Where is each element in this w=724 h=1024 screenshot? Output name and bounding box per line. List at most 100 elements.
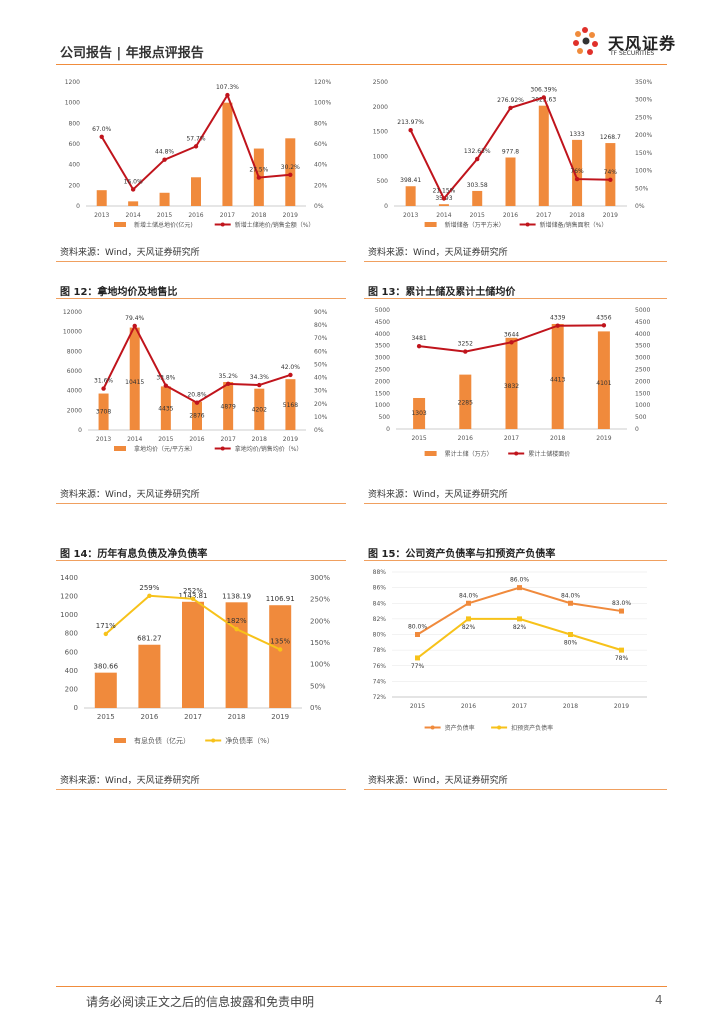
y-right-tick-label: 0 bbox=[635, 426, 639, 433]
y-left-tick-label: 200 bbox=[65, 685, 78, 693]
line-series-marker bbox=[162, 157, 167, 162]
line-series-data-label: 16.0% bbox=[124, 178, 143, 185]
series-asset-marker bbox=[517, 585, 522, 591]
line-series-marker bbox=[101, 386, 106, 391]
line-series-data-label: 27.5% bbox=[249, 167, 268, 174]
bar-data-label: 1106.91 bbox=[266, 595, 295, 603]
caption-divider bbox=[364, 560, 667, 561]
legend-marker bbox=[211, 738, 216, 743]
x-tick-label: 2018 bbox=[252, 436, 267, 443]
line-series-data-label: 34.3% bbox=[250, 374, 269, 381]
y-right-tick-label: 0% bbox=[310, 704, 321, 712]
line-series-marker bbox=[288, 372, 293, 378]
y-left-tick-label: 4000 bbox=[375, 331, 390, 338]
y-left-tick-label: 2500 bbox=[373, 79, 388, 86]
line-series-marker bbox=[408, 127, 413, 133]
line-series-data-label: 44.8% bbox=[155, 149, 174, 156]
logo-cn-text: 天风证券 bbox=[608, 34, 677, 53]
y-right-tick-label: 60% bbox=[314, 141, 328, 148]
y-left-tick-label: 2000 bbox=[67, 407, 82, 414]
y-left-tick-label: 5000 bbox=[375, 307, 390, 314]
figure-caption-12: 图 12：拿地均价及地售比 bbox=[60, 287, 178, 298]
y-right-tick-label: 4500 bbox=[635, 319, 650, 326]
line-series-marker bbox=[608, 177, 613, 182]
legend-label: 扣预资产负债率 bbox=[511, 724, 553, 732]
bar bbox=[191, 177, 201, 206]
line-series-marker bbox=[257, 382, 262, 388]
line-series-marker bbox=[278, 647, 283, 652]
bar bbox=[222, 102, 233, 206]
line-series-data-label: 76% bbox=[570, 168, 584, 175]
line-series-marker bbox=[508, 105, 513, 111]
page-number: 4 bbox=[655, 993, 663, 1007]
bar bbox=[505, 157, 516, 206]
x-tick-label: 2018 bbox=[563, 703, 578, 710]
line-series-marker bbox=[288, 172, 293, 177]
legend-label: 累计土储楼面价 bbox=[528, 450, 570, 458]
bar bbox=[285, 379, 296, 430]
y-left-tick-label: 3500 bbox=[375, 343, 390, 350]
bar-data-label: 681.27 bbox=[137, 635, 162, 643]
line-series-data-label: 213.97% bbox=[397, 119, 424, 126]
source-note: 资料来源：Wind，天风证券研究所 bbox=[60, 490, 200, 500]
y-right-tick-label: 60% bbox=[314, 348, 328, 355]
y-left-tick-label: 4000 bbox=[67, 388, 82, 395]
line-series-marker bbox=[555, 323, 560, 328]
x-tick-label: 2015 bbox=[158, 436, 173, 443]
y-right-tick-label: 3500 bbox=[635, 343, 650, 350]
line-series-data-label: 107.3% bbox=[216, 84, 239, 91]
y-right-tick-label: 80% bbox=[314, 322, 328, 329]
chart-interest-debt: 0 200 400 600 800 1000 1200 1400 0% 50% 100% 150% 20… bbox=[60, 574, 330, 745]
bar-data-label: 4101 bbox=[596, 380, 611, 387]
line-series-marker bbox=[190, 596, 196, 601]
y-right-tick-label: 100% bbox=[310, 661, 330, 669]
figure-caption-13: 图 13：累计土储及累计土储均价 bbox=[368, 287, 516, 298]
x-tick-label: 2018 bbox=[550, 435, 565, 442]
line-series-marker bbox=[574, 176, 580, 182]
y-right-tick-label: 1500 bbox=[635, 390, 650, 397]
y-right-tick-label: 80% bbox=[314, 120, 328, 127]
bar-data-label: 1143.81 bbox=[179, 592, 208, 600]
y-left-tick-label: 400 bbox=[69, 162, 81, 169]
chart-land-price-ratio: 0 2000 4000 6000 8000 10000 12000 0% 10% 20% 30% 40… bbox=[63, 309, 328, 453]
line-series-data-label: 21.15% bbox=[432, 188, 455, 195]
caption-divider bbox=[364, 298, 667, 299]
y-left-tick-label: 1500 bbox=[375, 390, 390, 397]
bar-data-label: 1303 bbox=[411, 410, 426, 417]
y-right-tick-label: 0% bbox=[314, 427, 324, 434]
y-right-tick-label: 2000 bbox=[635, 378, 650, 385]
y-right-tick-label: 5000 bbox=[635, 307, 650, 314]
bar-data-label: 3832 bbox=[504, 383, 519, 390]
figure-caption-15: 图 15：公司资产负债率与扣预资产负债率 bbox=[368, 549, 556, 560]
y-left-tick-label: 1000 bbox=[373, 153, 388, 160]
line-series-data-label: 259% bbox=[139, 584, 159, 592]
y-right-tick-label: 300% bbox=[635, 97, 652, 104]
series-deducted-data-label: 78% bbox=[615, 655, 629, 662]
line-series-data-label: 57.7% bbox=[186, 135, 205, 142]
header-divider bbox=[56, 64, 667, 65]
x-tick-label: 2015 bbox=[97, 713, 115, 721]
line-series-data-label: 74% bbox=[604, 169, 618, 176]
line-series-data-label: 135% bbox=[270, 638, 290, 646]
source-note: 资料来源：Wind，天风证券研究所 bbox=[368, 248, 508, 258]
bar bbox=[438, 204, 449, 206]
x-tick-label: 2016 bbox=[188, 212, 203, 219]
legend-swatch bbox=[114, 222, 126, 227]
legend-swatch bbox=[114, 738, 126, 743]
y-left-tick-label: 82% bbox=[373, 616, 387, 623]
series-asset-data-label: 86.0% bbox=[510, 577, 529, 584]
line-series-marker bbox=[147, 593, 152, 598]
y-right-tick-label: 250% bbox=[310, 596, 330, 604]
legend-marker bbox=[220, 222, 225, 227]
y-right-tick-label: 20% bbox=[314, 182, 328, 189]
source-note: 资料来源：Wind，天风证券研究所 bbox=[60, 776, 200, 786]
x-tick-label: 2018 bbox=[569, 212, 584, 219]
y-right-tick-label: 20% bbox=[314, 401, 328, 408]
y-left-tick-label: 76% bbox=[373, 663, 387, 670]
y-left-tick-label: 800 bbox=[69, 120, 81, 127]
bar bbox=[98, 393, 109, 430]
x-tick-label: 2017 bbox=[184, 713, 202, 721]
bar bbox=[192, 401, 202, 430]
source-note: 资料来源：Wind，天风证券研究所 bbox=[368, 490, 508, 500]
y-left-tick-label: 88% bbox=[373, 569, 387, 576]
